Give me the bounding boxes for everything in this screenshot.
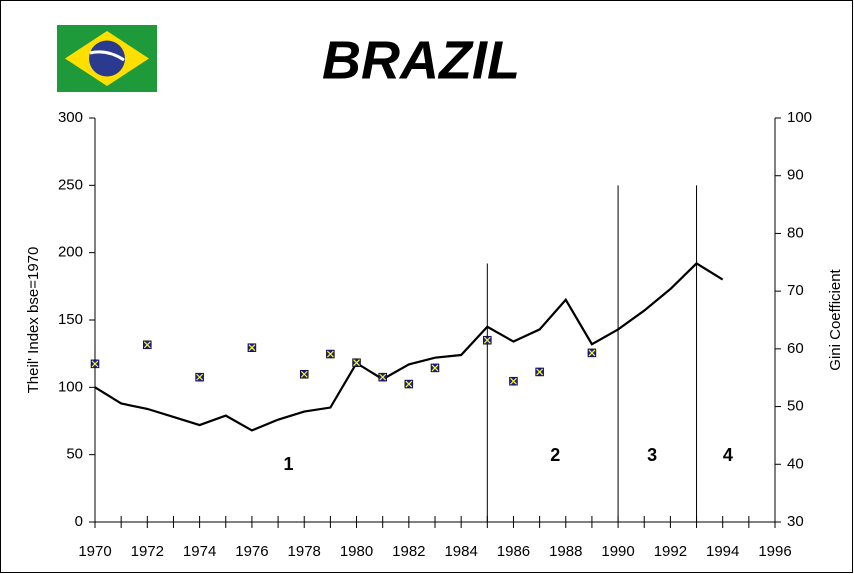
period-label: 2 (550, 445, 560, 465)
x-tick-label: 1994 (706, 543, 739, 560)
x-tick-label: 1986 (497, 543, 530, 560)
gini-marker (299, 370, 309, 379)
chart-title: BRAZIL (322, 30, 520, 90)
period-label: 3 (647, 445, 657, 465)
y-axis-label: Theil' Index bse=1970 (25, 247, 42, 394)
y2-tick-label: 60 (787, 340, 804, 357)
gini-marker (430, 363, 440, 373)
x-tick-label: 1976 (235, 543, 268, 560)
period-label: 4 (723, 445, 733, 465)
flag (57, 25, 157, 92)
gini-marker (143, 340, 152, 350)
y-tick-label: 250 (58, 176, 83, 193)
x-tick-label: 1982 (392, 543, 425, 560)
x-tick-label: 1984 (444, 543, 477, 560)
y-tick-label: 0 (75, 513, 83, 530)
period-label: 1 (284, 454, 294, 474)
gini-marker (535, 367, 544, 377)
gini-marker (195, 372, 204, 382)
y-tick-label: 50 (66, 446, 83, 463)
y-tick-label: 150 (58, 311, 83, 328)
gini-marker (587, 348, 597, 358)
gini-marker (90, 359, 100, 369)
y2-tick-label: 50 (787, 398, 804, 415)
x-tick-label: 1970 (78, 543, 111, 560)
y2-tick-label: 80 (787, 224, 804, 241)
gini-marker (247, 343, 257, 352)
y2-tick-label: 90 (787, 167, 804, 184)
y2-axis-label: Gini Coefficient (827, 268, 844, 370)
y2-tick-label: 100 (787, 109, 812, 126)
gini-marker (326, 349, 335, 359)
y2-tick-label: 70 (787, 282, 804, 299)
x-tick-label: 1972 (131, 543, 164, 560)
gini-marker (404, 379, 414, 389)
x-tick-label: 1990 (601, 543, 634, 560)
gini-marker (378, 372, 387, 382)
gini-marker (352, 358, 361, 367)
x-tick-label: 1996 (758, 543, 791, 560)
x-tick-label: 1988 (549, 543, 582, 560)
x-tick-label: 1978 (288, 543, 321, 560)
y-tick-label: 300 (58, 109, 83, 126)
gini-marker (509, 376, 518, 386)
y-tick-label: 200 (58, 244, 83, 261)
y2-tick-label: 30 (787, 513, 804, 530)
x-tick-label: 1992 (654, 543, 687, 560)
theil-line (94, 262, 724, 432)
y-tick-label: 100 (58, 378, 83, 395)
x-tick-label: 1980 (340, 543, 373, 560)
gini-marker (483, 335, 492, 345)
y2-tick-label: 40 (787, 455, 804, 472)
x-tick-label: 1974 (183, 543, 216, 560)
